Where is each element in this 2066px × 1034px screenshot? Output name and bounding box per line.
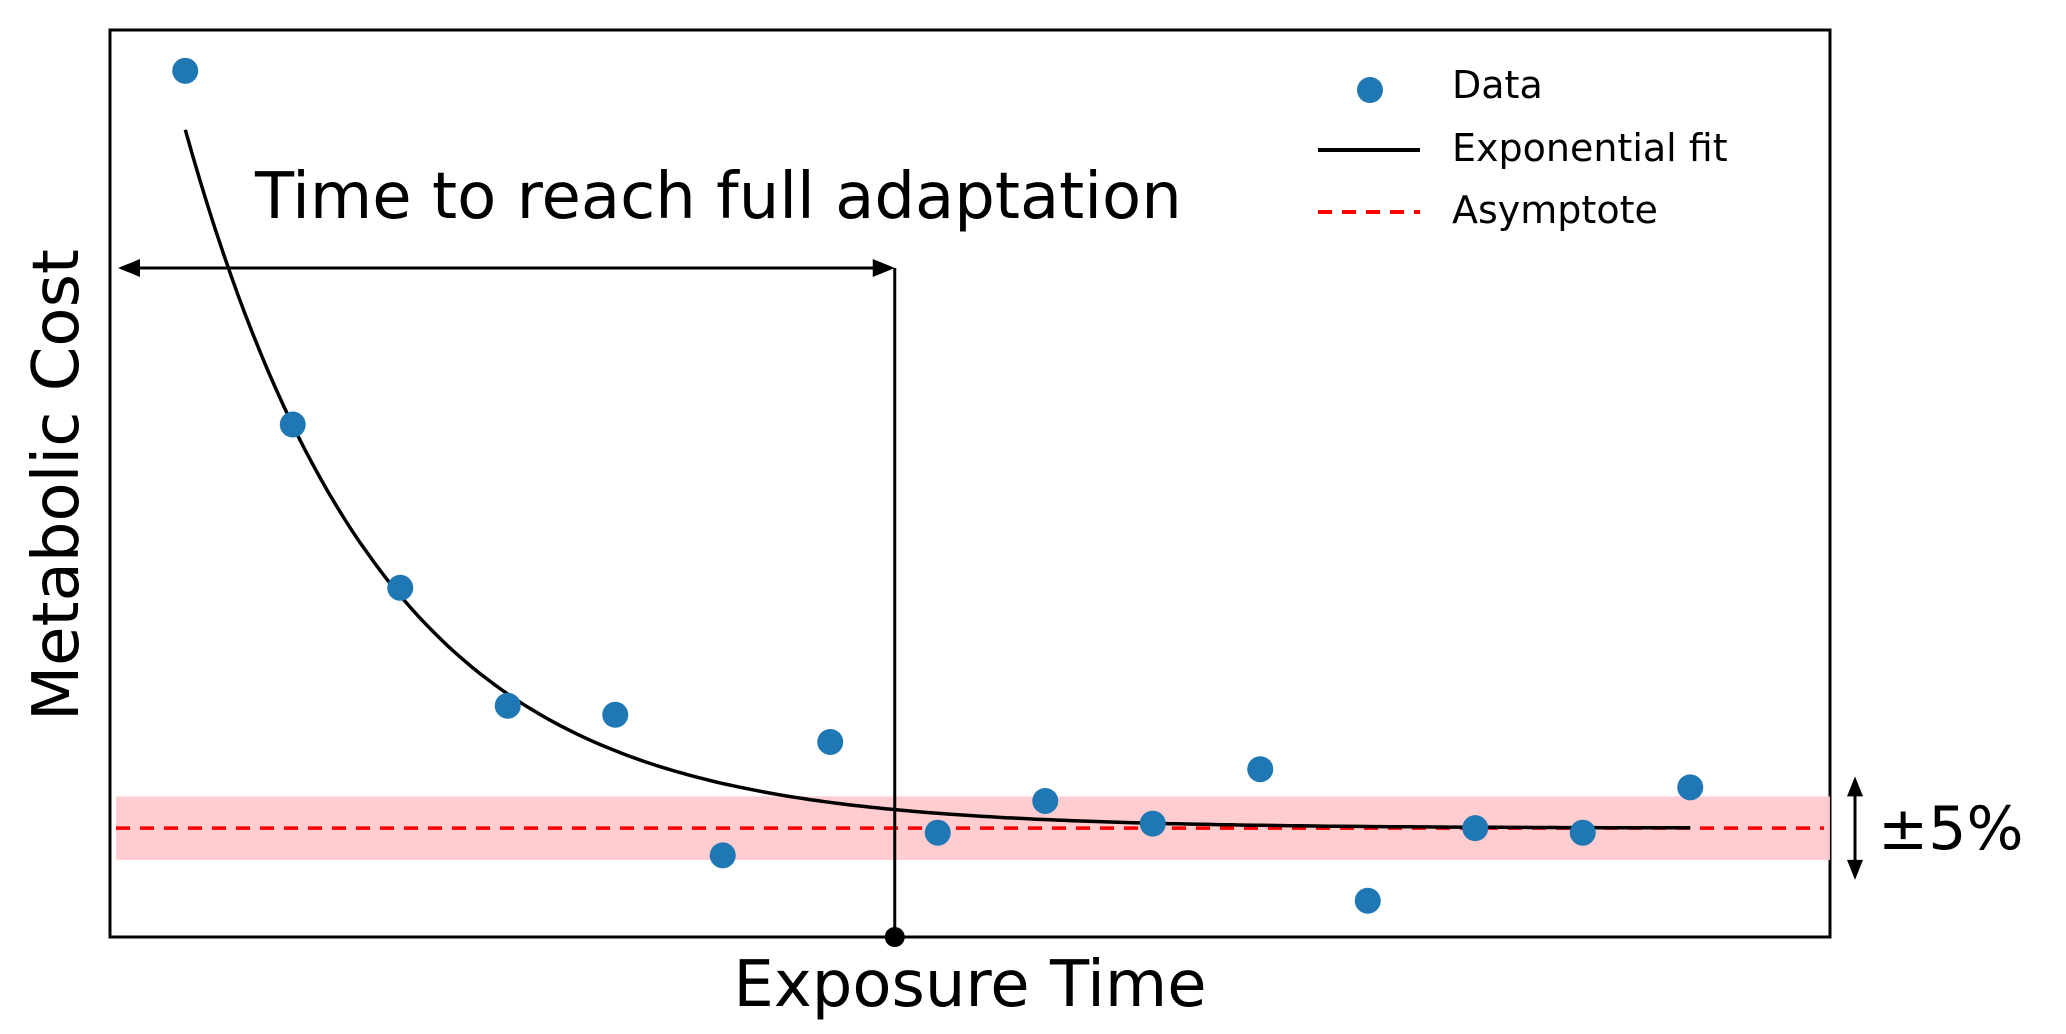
plot-frame: [108, 28, 1832, 939]
x-axis-title: Exposure Time: [733, 948, 1206, 1022]
data-points: [172, 57, 1704, 914]
arrowhead-right-icon: [872, 259, 895, 277]
data-point: [817, 728, 844, 755]
legend-marker-data: [1357, 77, 1383, 103]
data-point: [1569, 819, 1596, 846]
legend-label-data: Data: [1452, 63, 1543, 107]
data-point: [1247, 756, 1274, 783]
adaptation-annotation: Time to reach full adaptation: [254, 160, 1182, 234]
data-point: [494, 692, 521, 719]
exponential-fit-line: [183, 129, 1691, 830]
adaptation-time-dot: [884, 927, 905, 947]
legend-label-asymptote: Asymptote: [1452, 188, 1658, 232]
data-point: [279, 411, 306, 438]
y-axis-title: Metabolic Cost: [20, 249, 94, 721]
data-point: [387, 574, 414, 601]
data-point: [924, 819, 951, 846]
data-point: [1462, 815, 1489, 842]
arrowhead-up-icon: [1847, 776, 1863, 797]
data-point: [1032, 787, 1059, 814]
legend-label-fit: Exponential fit: [1452, 126, 1728, 170]
data-point: [1139, 810, 1166, 837]
data-point: [709, 842, 736, 869]
data-point: [172, 57, 199, 84]
band-annotation: ±5%: [1878, 794, 2023, 864]
data-point: [602, 701, 629, 728]
arrowhead-left-icon: [118, 259, 140, 277]
legend: Data Exponential fit Asymptote: [1318, 63, 1728, 232]
data-point: [1354, 887, 1381, 914]
data-point: [1677, 774, 1704, 801]
arrowhead-down-icon: [1847, 859, 1863, 880]
